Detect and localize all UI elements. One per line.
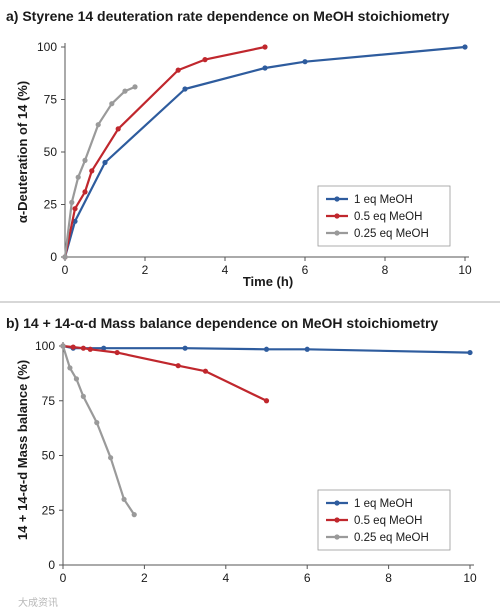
panel-a-data-point: [175, 67, 181, 73]
panel-b-legend-label-3: 0.25 eq MeOH: [354, 532, 429, 544]
panel-a-series-line-2: [63, 45, 266, 258]
panel-b-data-point: [80, 393, 86, 399]
panel-b-x-tick-label: 10: [463, 571, 477, 585]
panel-a-legend-label-1: 1 eq MeOH: [354, 194, 413, 206]
panel-a-x-tick-label: 2: [142, 263, 149, 277]
panel-b-y-tick-label: 75: [42, 394, 56, 408]
panel-a-plot: 0 25 50 75 100 0 2 4 6 8 10 1 eq MeOH 0.5 eq MeOH 0.2…: [37, 40, 472, 277]
panel-b-plot: 0 25 50 75 100 0 2 4 6 8 10 1 eq MeOH 0.5 eq MeOH 0.2…: [35, 339, 477, 585]
panel-b-data-point: [131, 512, 137, 518]
panel-a-data-point: [462, 44, 468, 50]
panel-b-title: b) 14 + 14-α-d Mass balance dependence o…: [6, 315, 438, 331]
panel-a-y-tick-label: 50: [44, 145, 58, 159]
panel-a-series-line-3: [63, 85, 136, 258]
panel-b-data-point: [121, 496, 127, 502]
panel-a-data-point: [302, 59, 308, 65]
panel-a-legend-marker-3: [334, 230, 340, 236]
panel-a-data-point: [89, 168, 95, 174]
panel-a-data-point: [62, 254, 68, 260]
panel-a-y-tick-label: 25: [44, 198, 58, 212]
panel-a-x-tick-label: 6: [302, 263, 309, 277]
panel-a-data-point: [82, 157, 88, 163]
panel-a-legend-label-2: 0.5 eq MeOH: [354, 211, 422, 223]
panel-a-legend-marker-2: [334, 213, 340, 219]
panel-b-y-axis-title: 14 + 14-α-d Mass balance (%): [15, 360, 30, 540]
panel-b-x-tick-label: 8: [385, 571, 392, 585]
panel-a-data-point: [82, 189, 88, 195]
panel-a-data-point: [182, 86, 188, 92]
panel-b-data-point: [114, 349, 120, 356]
panel-b-legend-marker-3: [334, 534, 340, 540]
panel-b-data-point: [67, 365, 73, 371]
panel-a-data-point: [69, 199, 75, 205]
panel-b-data-point: [70, 344, 76, 350]
panel-a-x-tick-label: 10: [458, 263, 472, 277]
panel-a-data-point: [102, 159, 108, 166]
panel-b-data-point: [73, 376, 80, 382]
panel-b-data-point: [60, 343, 66, 349]
panel-b-data-point: [101, 345, 107, 351]
panel-b-x-tick-label: 4: [222, 571, 229, 585]
panel-a-data-point: [115, 126, 121, 132]
panel-a-data-point: [132, 84, 138, 90]
panel-a-data-point: [75, 174, 81, 180]
panel-b-legend-marker-1: [334, 500, 340, 506]
panel-a-x-tick-label: 8: [382, 263, 389, 277]
panel-a-data-point: [202, 57, 208, 63]
panel-a-y-tick-label: 100: [37, 40, 57, 54]
panel-a-data-point: [262, 65, 268, 71]
panel-b-y-tick-label: 0: [48, 558, 55, 572]
panel-b-legend-label-1: 1 eq MeOH: [354, 498, 413, 510]
panel-b-y-tick-label: 25: [42, 503, 56, 517]
panel-b-x-tick-label: 6: [304, 571, 311, 585]
panel-b-x-tick-label: 0: [60, 571, 67, 585]
panel-a-legend-marker-1: [334, 196, 340, 202]
panel-a-x-tick-label: 4: [222, 263, 229, 277]
panel-b-data-point: [467, 349, 473, 356]
panel-a-data-point: [109, 101, 115, 107]
panel-b-data-point: [94, 420, 100, 426]
panel-a-title: a) Styrene 14 deuteration rate dependenc…: [6, 8, 450, 24]
panel-a-data-point: [72, 206, 78, 212]
panel-a-y-tick-label: 75: [44, 93, 58, 107]
panel-b-y-tick-label: 100: [35, 339, 55, 353]
panel-b-data-point: [175, 363, 181, 369]
panel-b-legend-marker-2: [334, 517, 340, 523]
panel-a-data-point: [262, 44, 268, 50]
panel-b-data-point: [80, 345, 86, 351]
panel-a-y-tick-label: 0: [50, 250, 57, 264]
panel-b-data-point: [202, 368, 209, 374]
panel-b-data-point: [304, 346, 310, 352]
panel-b-data-point: [87, 346, 93, 352]
panel-b-legend-label-2: 0.5 eq MeOH: [354, 515, 422, 527]
panel-a-data-point: [122, 88, 128, 94]
panel-b-data-point: [263, 398, 270, 404]
panel-b-y-tick-label: 50: [42, 449, 56, 463]
panel-a-x-axis-title: Time (h): [243, 274, 293, 289]
watermark-text: 大成资讯: [18, 596, 58, 609]
panel-b-data-point: [263, 346, 270, 352]
panel-a-x-tick-label: 0: [62, 263, 69, 277]
panel-a-y-axis-title: α-Deuteration of 14 (%): [15, 81, 30, 223]
panel-a-legend-label-3: 0.25 eq MeOH: [354, 228, 429, 240]
panel-a-data-point: [95, 122, 101, 128]
panel-b-data-point: [182, 345, 188, 351]
panel-b-data-point: [108, 455, 114, 461]
panel-b-x-tick-label: 2: [141, 571, 148, 585]
